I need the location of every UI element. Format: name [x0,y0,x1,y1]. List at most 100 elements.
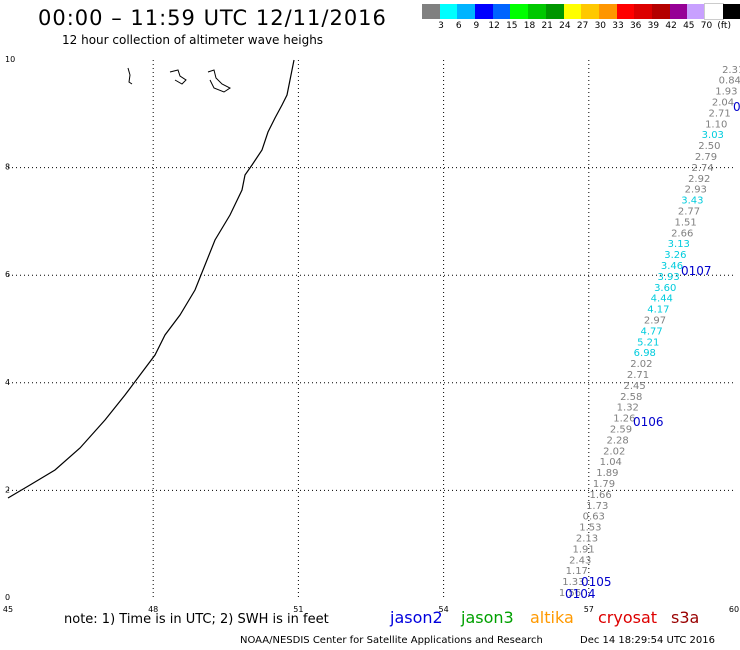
island-path [207,69,231,93]
pass-label: 0104 [565,587,596,601]
swh-value: 2.97 [644,316,666,327]
swh-value: 3.46 [661,261,683,272]
y-tick-label: 0 [5,593,10,602]
colorbar-label: 42 [665,21,677,31]
colorbar-swatch [492,4,511,19]
swh-value: 4.77 [640,326,662,337]
colorbar-swatch [687,4,705,19]
x-tick-label: 54 [439,605,449,614]
swh-value: 1.73 [586,501,608,512]
swh-value: 1.91 [572,544,594,555]
island-path [127,67,133,85]
colorbar-swatch [457,4,476,19]
colorbar-swatch [545,4,564,19]
coastline-path [7,59,295,499]
swh-value: 2.50 [698,141,720,152]
colorbar-swatch [598,4,617,19]
y-tick-label: 10 [5,55,15,64]
colorbar-label: 39 [647,21,660,31]
swh-value: 2.02 [630,359,652,370]
swh-value: 1.79 [593,479,615,490]
swh-value: 1.32 [617,403,639,414]
colorbar-label: 70 [700,21,713,31]
colorbar-swatch [669,4,688,19]
swh-value: 0.84 [719,76,740,87]
colorbar-label: 9 [473,21,480,31]
colorbar-swatch [634,4,652,19]
colorbar-swatch [475,4,493,19]
swh-value: 3.26 [664,250,686,261]
swh-value: 3.43 [681,196,703,207]
colorbar-label: 45 [683,21,695,31]
pass-label: 0107 [681,264,712,278]
swh-value: 1.66 [589,490,611,501]
satellite-legend-item: cryosat [598,608,658,627]
swh-value: 2.93 [685,185,707,196]
island-path [169,69,187,85]
swh-value: 1.17 [566,566,588,577]
swh-value: 1.26 [613,414,635,425]
swh-value: 1.56 [559,588,581,599]
swh-value: 3.60 [654,283,676,294]
swh-value: 2.71 [627,370,649,381]
colorbar-label: 12 [488,21,500,31]
pass-label: 0105 [581,575,612,589]
x-tick-label: 48 [148,605,158,614]
colorbar-swatch [563,4,582,19]
colorbar-label: 30 [594,21,607,31]
swh-value: 2.92 [688,174,710,185]
swh-value: 3.93 [657,272,679,283]
colorbar-label: 27 [576,21,589,31]
colorbar-label: 6 [455,21,462,31]
satellite-legend-item: s3a [671,608,700,627]
colorbar-swatch [439,4,458,19]
swh-value: 2.43 [569,555,591,566]
map-subtitle: 12 hour collection of altimeter wave hei… [62,33,324,47]
colorbar-labels: 3 6 9 12 15 18 21 24 27 30 33 36 39 42 45 70 (ft) [422,21,740,33]
swh-value: 2.77 [678,207,700,218]
swh-value: 2.74 [691,163,713,174]
swh-value: 2.02 [603,446,625,457]
colorbar-swatch [722,4,740,19]
swh-value: 3.03 [702,130,724,141]
colorbar-swatch [528,4,546,19]
swh-value: 2.71 [708,108,730,119]
swh-value: 1.33 [562,577,584,588]
colorbar-swatch [510,4,529,19]
swh-value: 0.63 [583,512,605,523]
coastline [7,59,295,499]
units-note: note: 1) Time is in UTC; 2) SWH is in fe… [64,612,329,627]
x-tick-label: 45 [3,605,13,614]
map-grid [8,60,734,598]
pass-label: 0 [733,100,740,114]
colorbar-label: 15 [506,21,518,31]
colorbar-label: 21 [541,21,553,31]
axis-ticks: 45 48 51 54 57 60 0 2 4 6 8 10 [3,55,739,614]
footer-credit: NOAA/NESDIS Center for Satellite Applica… [240,635,543,646]
colorbar-label: (ft) [717,21,731,31]
satellite-legend-item: altika [530,608,574,627]
swh-value: 2.04 [712,98,734,109]
colorbar-swatch [422,4,440,19]
colorbar-swatch [581,4,599,19]
swh-value: 1.93 [715,87,737,98]
swh-value: 2.45 [623,381,645,392]
swh-value: 4.44 [651,294,673,305]
satellite-legend-item: jason3 [461,608,514,627]
swh-value: 1.89 [596,468,618,479]
x-tick-label: 57 [584,605,594,614]
swh-value: 1.04 [600,457,622,468]
x-tick-label: 51 [293,605,303,614]
swh-value: 1.51 [674,217,696,228]
colorbar-label: 24 [559,21,571,31]
colorbar-label: 36 [629,21,642,31]
swh-value: 6.98 [634,348,656,359]
y-tick-label: 8 [5,163,10,172]
colorbar-label: 3 [438,21,444,31]
swh-value: 2.66 [671,228,693,239]
swh-value: 2.13 [576,534,598,545]
y-tick-label: 2 [5,485,10,494]
swh-value: 1.10 [705,119,727,130]
